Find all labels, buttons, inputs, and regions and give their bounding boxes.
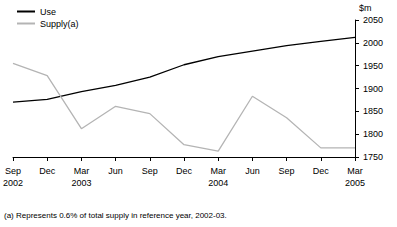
svg-text:Jun: Jun [245,166,260,176]
svg-text:2003: 2003 [71,178,91,188]
svg-text:1900: 1900 [363,84,383,94]
svg-text:1950: 1950 [363,61,383,71]
svg-text:Jun: Jun [108,166,123,176]
svg-text:1800: 1800 [363,129,383,139]
svg-text:2005: 2005 [345,178,365,188]
svg-text:Dec: Dec [176,166,193,176]
svg-text:$m: $m [359,3,372,13]
svg-text:Supply(a): Supply(a) [40,19,79,29]
svg-text:Sep: Sep [279,166,295,176]
svg-text:Mar: Mar [74,166,90,176]
svg-text:Sep: Sep [5,166,21,176]
svg-text:Use: Use [40,7,56,17]
svg-text:Mar: Mar [347,166,363,176]
svg-text:2000: 2000 [363,38,383,48]
svg-text:2004: 2004 [208,178,228,188]
svg-text:1850: 1850 [363,106,383,116]
svg-text:Sep: Sep [142,166,158,176]
svg-text:2002: 2002 [3,178,23,188]
svg-text:Mar: Mar [210,166,226,176]
svg-text:(a) Represents 0.6% of total s: (a) Represents 0.6% of total supply in r… [4,211,227,220]
svg-text:2050: 2050 [363,15,383,25]
svg-text:Dec: Dec [313,166,330,176]
svg-text:Dec: Dec [39,166,56,176]
svg-text:1750: 1750 [363,152,383,162]
